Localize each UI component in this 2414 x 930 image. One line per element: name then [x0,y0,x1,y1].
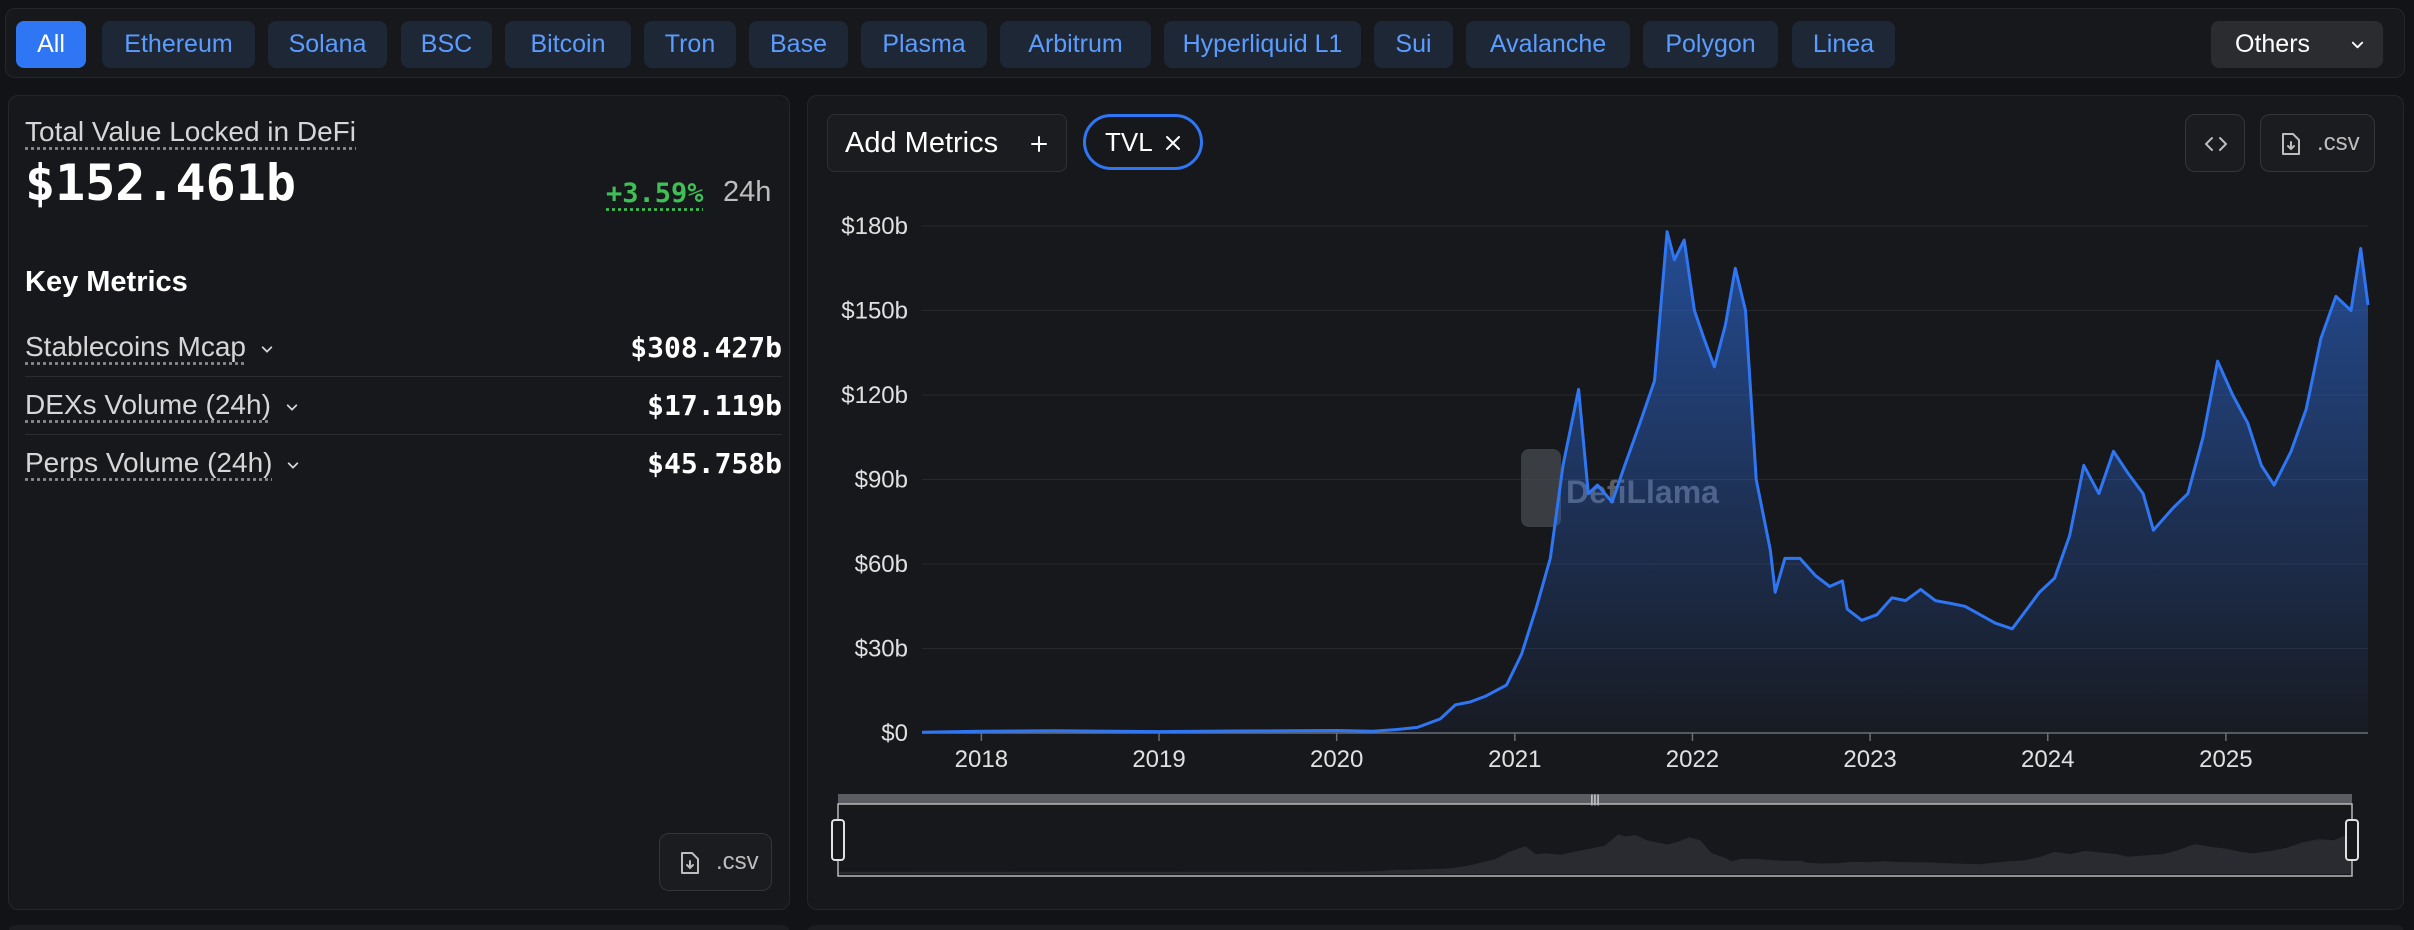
metric-label: DEXs Volume (24h) [25,389,299,421]
tvl-change[interactable]: +3.59% [606,178,704,209]
range-slider-track[interactable] [838,794,2352,804]
chain-tab-bsc[interactable]: BSC [401,21,492,68]
llama-logo-icon [1521,449,1561,527]
x-tick-label: 2022 [1666,746,1719,773]
csv-label: .csv [716,848,759,875]
key-metrics-title: Key Metrics [25,266,188,298]
chain-tab-base[interactable]: Base [749,21,848,68]
overview-csv-button[interactable]: .csv [659,833,772,891]
x-tick-label: 2020 [1310,746,1363,773]
chain-tab-sui[interactable]: Sui [1374,21,1453,68]
metric-value: $17.119b [647,389,782,422]
others-label: Others [2235,30,2311,58]
chain-tab-solana[interactable]: Solana [268,21,387,68]
close-icon[interactable] [1164,134,1182,152]
chevron-down-icon [288,461,299,469]
chevron-down-icon [2351,41,2364,49]
embed-code-button[interactable] [2185,114,2245,172]
y-tick-label: $60b [855,551,908,578]
range-slider-grip-icon[interactable]: ||| [1590,792,1599,806]
code-icon [2205,137,2227,151]
metric-row-perps-volume[interactable]: Perps Volume (24h) $45.758b [25,435,782,493]
tvl-area [922,231,2368,733]
x-tick-label: 2023 [1843,746,1896,773]
chain-filter-bar: Others All Ethereum Solana BSC Bitcoin Tron Ba… [5,8,2405,78]
add-metrics-label: Add Metrics [845,127,999,159]
x-tick-label: 2024 [2021,746,2074,773]
tvl-chart: $0 $30b $60b $90b $120b $150b $180b 2018 2019 202… [831,213,2370,877]
bottom-panel-left [8,925,790,930]
metric-value: $45.758b [647,447,782,480]
selected-metric-label: TVL [1105,127,1153,157]
csv-label: .csv [2317,129,2360,156]
others-dropdown[interactable]: Others [2211,21,2383,68]
y-tick-label: $180b [841,213,908,240]
chevron-down-icon [261,345,273,353]
chain-tab-avalanche[interactable]: Avalanche [1466,21,1630,68]
bottom-panel-right [807,925,2404,930]
x-tick-label: 2018 [955,746,1008,773]
chain-tab-bitcoin[interactable]: Bitcoin [505,21,631,68]
chain-tab-linea[interactable]: Linea [1792,21,1895,68]
metric-label: Perps Volume (24h) [25,447,300,479]
chevron-down-icon [286,403,298,411]
chain-tab-ethereum[interactable]: Ethereum [102,21,255,68]
metric-label: Stablecoins Mcap [25,331,274,363]
file-download-icon [2282,133,2300,155]
add-metrics-button[interactable]: Add Metrics [827,114,1067,172]
y-tick-label: $90b [855,467,908,494]
plus-icon [1031,136,1047,152]
selected-metric-tvl[interactable]: TVL [1083,114,1203,170]
chart-csv-button[interactable]: .csv [2260,114,2375,172]
x-tick-label: 2021 [1488,746,1541,773]
y-tick-label: $0 [881,720,908,747]
metric-row-dexs-volume[interactable]: DEXs Volume (24h) $17.119b [25,377,782,435]
range-slider-preview [838,834,2352,874]
range-slider-handle-left[interactable] [831,819,845,861]
x-tick-label: 2019 [1132,746,1185,773]
chain-tab-polygon[interactable]: Polygon [1643,21,1778,68]
metric-value: $308.427b [630,331,782,364]
tvl-period: 24h [723,176,772,208]
chain-tab-hyperliquid-l1[interactable]: Hyperliquid L1 [1164,21,1361,68]
range-slider-handle-right[interactable] [2345,819,2359,861]
tvl-label[interactable]: Total Value Locked in DeFi [25,116,356,147]
metric-row-stablecoins[interactable]: Stablecoins Mcap $308.427b [25,319,782,377]
chart-panel: $0 $30b $60b $90b $120b $150b $180b 2018 2019 202… [807,95,2404,910]
chain-tab-all[interactable]: All [16,21,86,68]
tvl-series-line[interactable] [921,230,2370,734]
y-tick-label: $120b [841,382,908,409]
overview-panel: Total Value Locked in DeFi $152.461b +3.… [8,95,790,910]
y-tick-label: $30b [855,636,908,663]
chain-tab-plasma[interactable]: Plasma [861,21,987,68]
y-tick-label: $150b [841,298,908,325]
x-tick-label: 2025 [2199,746,2252,773]
chain-tab-tron[interactable]: Tron [644,21,736,68]
tvl-value: $152.461b [25,154,296,212]
chain-tab-arbitrum[interactable]: Arbitrum [1000,21,1151,68]
file-download-icon [681,852,699,874]
